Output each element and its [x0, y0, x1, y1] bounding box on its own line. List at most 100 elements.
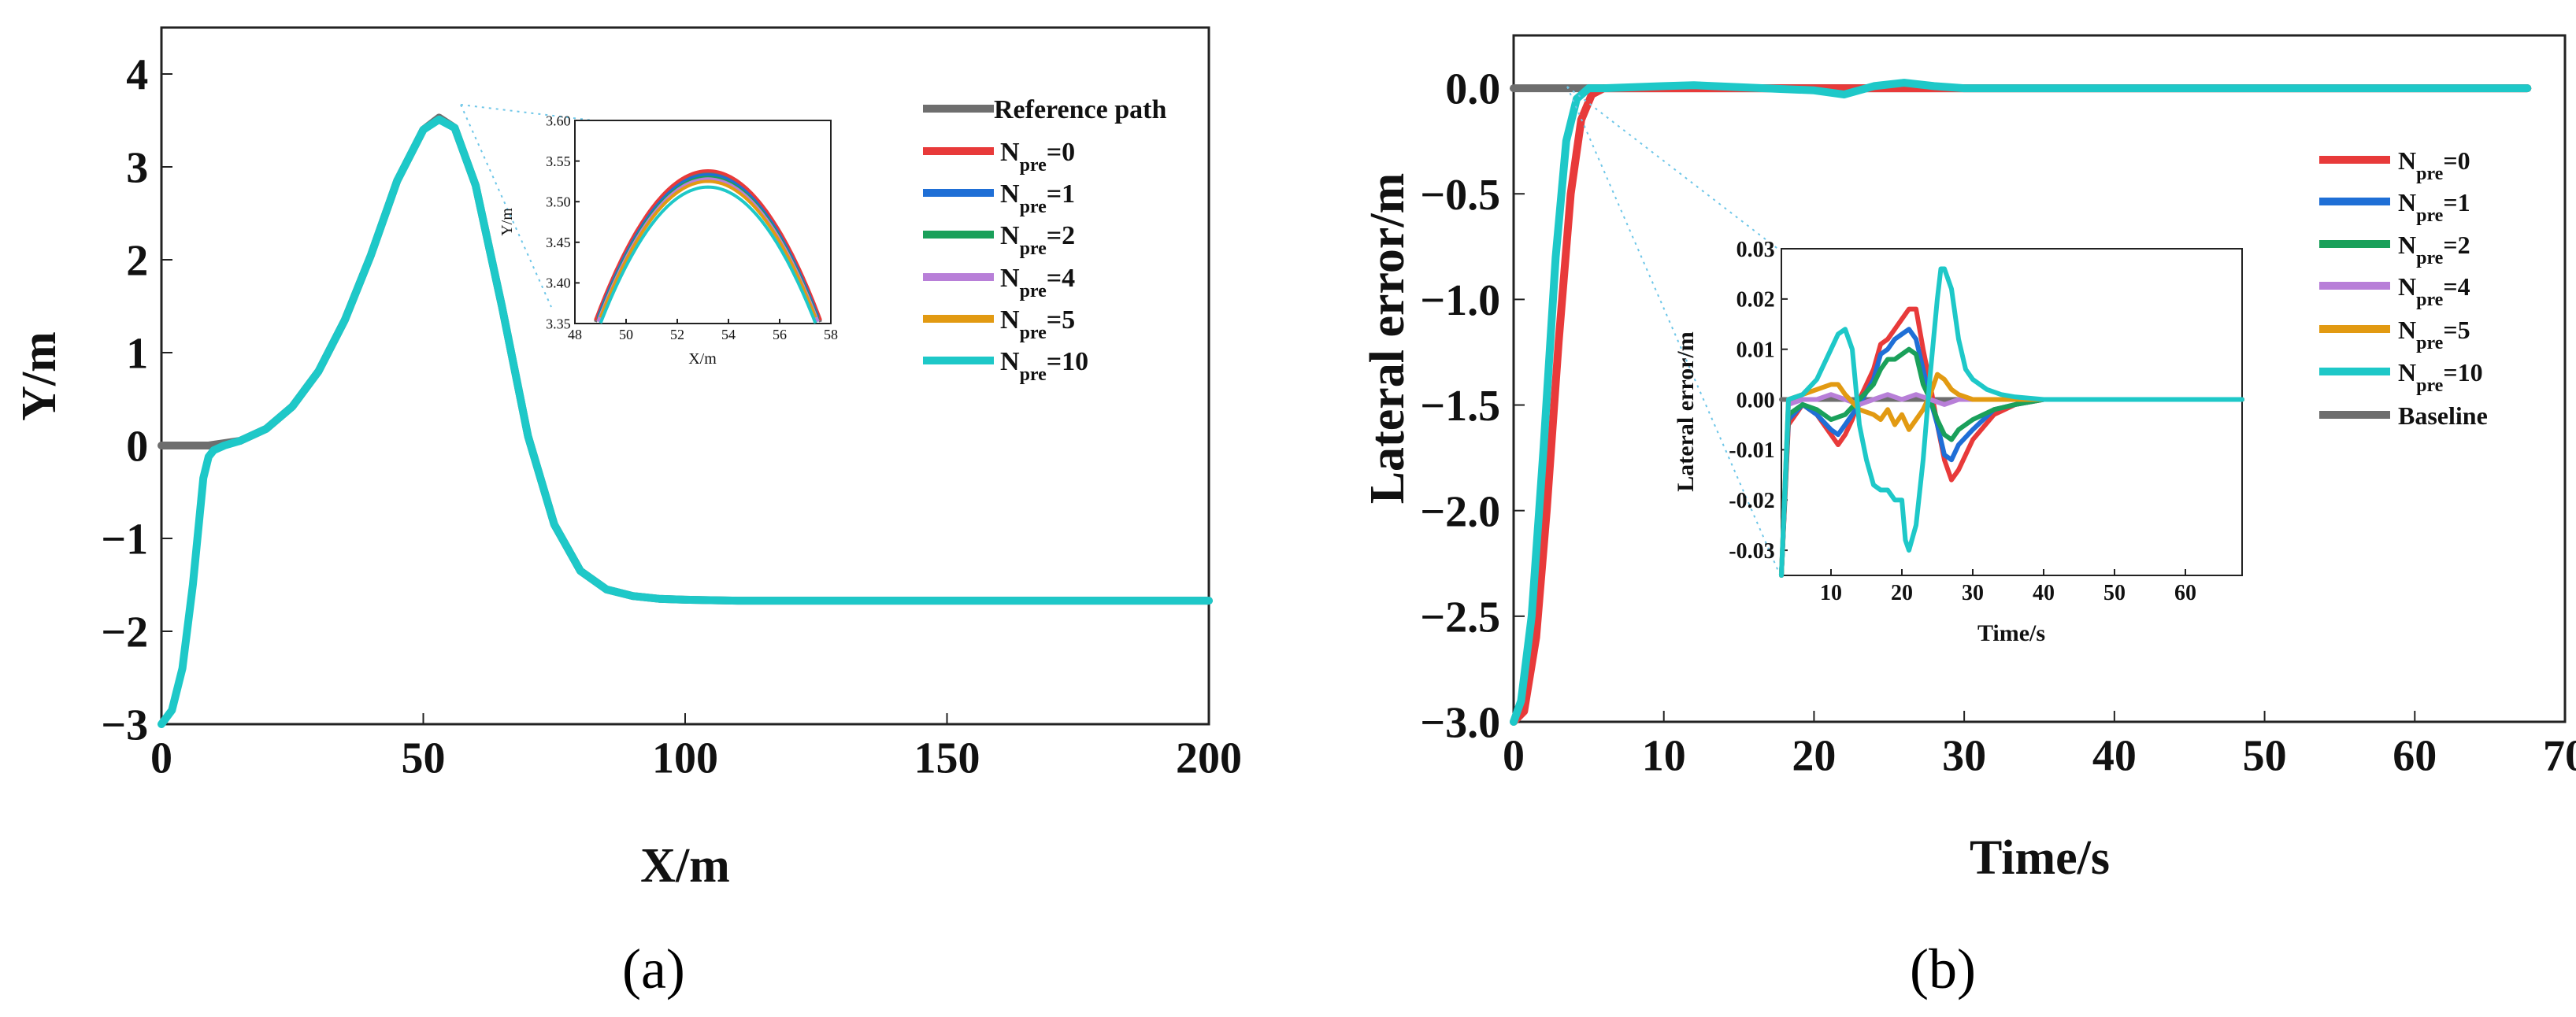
x-tick-label: 10: [1820, 581, 1842, 605]
x-tick-label: 50: [402, 734, 446, 783]
series-line-n-pre-10: [1510, 79, 2532, 726]
y-tick-label: −1: [101, 516, 148, 564]
panel-b-inset: 10 20 30 40 50 60 0.03 0.02 0.01 0.00 -0.01 -0.02 -0…: [1673, 238, 2244, 646]
x-tick-label: 0: [1503, 732, 1525, 781]
x-tick-label: 10: [1642, 732, 1686, 781]
panel-a-legend: Reference path Npre=0 Npre=1 Npre=2 Npre…: [923, 95, 1166, 385]
legend-label-npre1: Npre=1: [2398, 188, 2470, 226]
panel-a-inset: 48 50 52 54 56 58 3.35 3.40 3.45 3.50 3.55 3.60 X/m…: [499, 113, 838, 368]
x-tick-label: 48: [568, 327, 582, 342]
panel-a-inset-x-label: X/m: [688, 350, 717, 368]
y-tick-label: 3.50: [546, 194, 571, 210]
y-tick-label: −3.0: [1420, 699, 1500, 748]
y-tick-label: 0.02: [1736, 288, 1775, 312]
x-tick-label: 56: [773, 327, 787, 342]
x-tick-label: 20: [1792, 732, 1836, 781]
panel-a-caption: (a): [622, 937, 685, 1000]
series-line-n-pre-1: [1779, 327, 2244, 578]
panel-a-inset-y-label: Y/m: [499, 208, 516, 236]
panel-a-zoom-guide: [460, 104, 607, 123]
panel-b-caption: (b): [1910, 937, 1976, 1000]
panel-b-zoom-guide: [1566, 86, 1781, 251]
y-tick-label: −2.0: [1420, 487, 1500, 536]
y-tick-label: 3.35: [546, 316, 571, 331]
y-tick-label: 3.60: [546, 113, 571, 128]
y-tick-label: −0.5: [1420, 171, 1500, 220]
legend-label-npre4: Npre=4: [2398, 272, 2470, 310]
x-tick-label: 100: [652, 734, 718, 783]
x-tick-label: 30: [1942, 732, 1986, 781]
legend-entry: Npre=4: [2319, 272, 2470, 310]
legend-entry: Npre=0: [923, 138, 1075, 176]
legend-entry: Npre=10: [2319, 358, 2483, 396]
legend-label-npre10: Npre=10: [2398, 358, 2483, 396]
legend-label-npre10: Npre=10: [1000, 347, 1088, 385]
y-tick-label: 1: [126, 330, 148, 379]
panel-a: 0 50 100 150 200 −3 −2 −1 0 1 2 3 4 X/m Y/m 48 50 52 54…: [13, 26, 1242, 893]
panel-b-lines: [1510, 79, 2532, 726]
y-tick-label: -0.02: [1729, 489, 1774, 513]
panel-b-x-axis-label: Time/s: [1970, 831, 2110, 885]
y-tick-label: −3: [101, 701, 148, 750]
panel-b: 0 10 20 30 40 50 60 70 0.0 −0.5 −1.0 −1.5 −2.0 −2.5 −3…: [1361, 34, 2576, 885]
y-tick-label: 3.45: [546, 235, 571, 250]
legend-label-npre0: Npre=0: [1000, 138, 1075, 176]
legend-label-npre5: Npre=5: [2398, 316, 2470, 353]
y-tick-label: 3.55: [546, 153, 571, 169]
y-tick-label: -0.01: [1729, 438, 1774, 463]
series-line-n-pre-0: [1779, 306, 2244, 578]
legend-label-npre5: Npre=5: [1000, 305, 1075, 343]
x-tick-label: 40: [2033, 581, 2055, 605]
legend-entry: Npre=10: [923, 347, 1088, 385]
panel-a-inset-lines: [594, 168, 822, 324]
legend-entry: Npre=2: [2319, 231, 2470, 268]
legend-label-npre2: Npre=2: [1000, 221, 1075, 259]
x-tick-label: 30: [1962, 581, 1984, 605]
series-line-n-pre-2: [1779, 346, 2244, 578]
x-tick-label: 60: [2174, 581, 2196, 605]
legend-entry: Npre=1: [923, 179, 1075, 217]
legend-label-npre4: Npre=4: [1000, 264, 1075, 301]
panel-a-tick-labels: 0 50 100 150 200 −3 −2 −1 0 1 2 3 4: [101, 51, 1242, 783]
x-tick-label: 200: [1176, 734, 1242, 783]
y-tick-label: −2: [101, 608, 148, 657]
y-tick-label: 0.0: [1445, 65, 1500, 114]
panel-b-inset-x-label: Time/s: [1977, 620, 2045, 646]
legend-entry: Npre=5: [2319, 316, 2470, 353]
panel-a-inset-ticks: [574, 120, 832, 324]
panel-a-zoom-guide: [460, 104, 552, 308]
legend-label-baseline: Baseline: [2398, 401, 2488, 430]
inset-arc-n-pre-0: [594, 168, 822, 321]
y-tick-label: -0.03: [1729, 539, 1774, 564]
y-tick-label: 0.01: [1736, 338, 1775, 362]
legend-entry: Reference path: [923, 95, 1166, 124]
legend-entry: Npre=1: [2319, 188, 2470, 226]
y-tick-label: 2: [126, 237, 148, 286]
legend-entry: Npre=5: [923, 305, 1075, 343]
x-tick-label: 52: [670, 327, 684, 342]
panel-b-inset-tick-labels: 10 20 30 40 50 60 0.03 0.02 0.01 0.00 -0.01 -0.02 -0…: [1729, 238, 2196, 605]
panel-b-y-axis-label: Lateral error/m: [1361, 173, 1414, 505]
series-line-n-pre-5: [1779, 372, 2244, 578]
x-tick-label: 20: [1891, 581, 1913, 605]
x-tick-label: 60: [2393, 732, 2437, 781]
panel-a-inset-tick-labels: 48 50 52 54 56 58 3.35 3.40 3.45 3.50 3.55 3.60: [546, 113, 838, 342]
x-tick-label: 50: [2243, 732, 2287, 781]
series-line-n-pre-10: [158, 115, 1213, 728]
legend-label-npre2: Npre=2: [2398, 231, 2470, 268]
panel-b-inset-lines: [1779, 266, 2244, 578]
panel-a-y-axis-label: Y/m: [13, 331, 66, 421]
x-tick-label: 54: [721, 327, 736, 342]
legend-label-npre1: Npre=1: [1000, 179, 1075, 217]
y-tick-label: −1.5: [1420, 382, 1500, 431]
legend-entry: Baseline: [2319, 401, 2488, 430]
legend-entry: Npre=2: [923, 221, 1075, 259]
panel-b-plot-frame: [1512, 34, 2567, 723]
legend-label-npre0: Npre=0: [2398, 146, 2470, 184]
legend-entry: Npre=4: [923, 264, 1075, 301]
x-tick-label: 50: [2103, 581, 2126, 605]
y-tick-label: −2.5: [1420, 593, 1500, 642]
x-tick-label: 70: [2543, 732, 2576, 781]
inset-arc-n-pre-10: [599, 185, 817, 324]
